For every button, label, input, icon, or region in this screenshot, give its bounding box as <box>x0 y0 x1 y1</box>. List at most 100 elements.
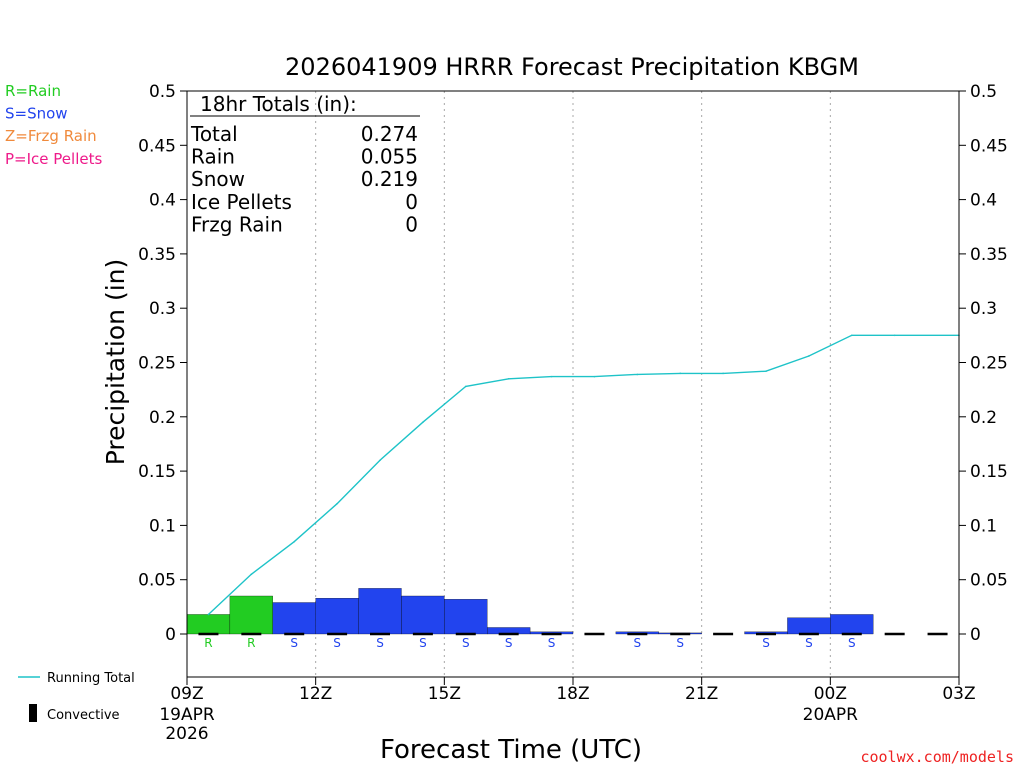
precip-type-code: S <box>848 636 856 650</box>
running-total-point <box>636 373 639 376</box>
series-legend: Running Total Convective <box>18 671 135 723</box>
y-tick-label-right: 0.25 <box>970 354 1008 374</box>
running-total-point <box>593 375 596 378</box>
y-tick-label-right: 0.3 <box>970 299 997 319</box>
precip-bar <box>272 602 316 635</box>
y-tick-label-left: 0.05 <box>138 571 176 591</box>
y-tick-label-left: 0.2 <box>149 408 176 428</box>
type-legend-entry: R=Rain <box>5 82 61 100</box>
precip-type-code: S <box>462 636 470 650</box>
x-tick-label: 12Z <box>299 684 332 704</box>
running-total-point <box>379 459 381 462</box>
y-axis-label: Precipitation (in) <box>101 259 130 466</box>
totals-row-label: Total <box>190 122 238 146</box>
y-tick-label-right: 0.1 <box>970 516 997 536</box>
x-tick-label: 18Z <box>556 684 589 704</box>
x-axis-label: Forecast Time (UTC) <box>380 735 642 765</box>
totals-row-label: Ice Pellets <box>191 190 292 214</box>
running-total-line <box>207 334 959 616</box>
running-total-point <box>850 334 853 337</box>
type-legend-entry: S=Snow <box>5 105 68 123</box>
totals-rows: Total 0.274 Rain 0.055 Snow 0.219 Ice Pellets 0… <box>190 122 418 236</box>
y-tick-label-right: 0.05 <box>970 571 1008 591</box>
x-tick-label: 09Z <box>170 684 203 704</box>
convective-swatch <box>29 704 37 722</box>
y-tick-label-left: 0.4 <box>149 191 176 211</box>
running-total-point <box>507 377 510 380</box>
running-total-point <box>336 502 338 505</box>
totals-header: 18hr Totals (in): <box>200 92 357 116</box>
totals-row-value: 0.055 <box>361 145 418 169</box>
running-total-point <box>808 355 810 357</box>
x-tick-date: 20APR <box>803 705 859 725</box>
x-tick-label: 00Z <box>814 684 847 704</box>
precip-type-code: S <box>376 636 384 650</box>
totals-row-label: Rain <box>191 145 235 169</box>
y-tick-label-right: 0.45 <box>970 136 1008 156</box>
precip-bars <box>186 588 874 635</box>
x-tick-label: 21Z <box>685 684 718 704</box>
y-tick-label-left: 0.45 <box>138 136 176 156</box>
running-total-point <box>207 613 210 616</box>
precip-bar <box>401 595 445 635</box>
precip-type-code: S <box>290 636 298 650</box>
type-legend-entry: Z=Frzg Rain <box>5 127 97 145</box>
totals-row-label: Snow <box>191 167 245 191</box>
x-tick-year: 2026 <box>165 724 208 744</box>
precip-bar <box>186 614 231 635</box>
convective-legend-label: Convective <box>47 708 120 723</box>
totals-row-value: 0 <box>405 190 418 214</box>
y-tick-label-right: 0.4 <box>970 191 997 211</box>
running-total-point <box>464 385 467 388</box>
precip-type-code: S <box>676 636 684 650</box>
precip-type-code: S <box>762 636 770 650</box>
precip-bar <box>358 588 402 635</box>
type-legend: R=Rain S=Snow Z=Frzg Rain P=Ice Pellets <box>5 82 102 168</box>
totals-row-value: 0 <box>405 212 418 236</box>
y-tick-label-right: 0.15 <box>970 462 1008 482</box>
y-tick-label-right: 0 <box>970 625 981 645</box>
precip-bar <box>444 599 488 635</box>
running-total-point <box>893 334 896 337</box>
y-axis-ticks: 0 00.05 0.050.1 0.10.15 0.150.2 0.20.25 0.250.… <box>138 82 1008 645</box>
running-total-point <box>550 375 553 378</box>
y-tick-label-left: 0 <box>165 625 176 645</box>
totals-row-label: Frzg Rain <box>191 212 283 236</box>
x-tick-date: 19APR <box>159 705 215 725</box>
y-tick-label-left: 0.35 <box>138 245 176 265</box>
gridlines <box>315 91 831 677</box>
y-tick-label-left: 0.3 <box>149 299 176 319</box>
precip-bar <box>787 617 831 635</box>
precip-type-code: S <box>805 636 813 650</box>
running-total-point <box>722 372 724 375</box>
running-total-series <box>207 334 960 616</box>
totals-table: 18hr Totals (in): Total 0.274 Rain 0.055 Sno… <box>190 92 420 236</box>
precip-bar <box>229 595 273 635</box>
y-tick-label-left: 0.25 <box>138 354 176 374</box>
y-tick-label-right: 0.5 <box>970 82 997 102</box>
y-tick-label-right: 0.35 <box>970 245 1008 265</box>
running-total-point <box>293 540 296 543</box>
precip-type-code: R <box>204 636 212 650</box>
precip-type-code: R <box>247 636 255 650</box>
y-tick-label-left: 0.1 <box>149 516 176 536</box>
precip-type-code: S <box>505 636 513 650</box>
running-total-point <box>250 573 253 576</box>
credit-text: coolwx.com/models <box>860 748 1014 766</box>
running-total-point <box>765 370 767 372</box>
y-tick-label-left: 0.5 <box>149 82 176 102</box>
precip-type-code: S <box>419 636 427 650</box>
x-tick-label: 03Z <box>942 684 975 704</box>
chart-title: 2026041909 HRRR Forecast Precipitation K… <box>285 53 859 81</box>
running-total-point <box>679 372 682 375</box>
totals-row-value: 0.274 <box>361 122 418 146</box>
precip-bar <box>830 614 874 635</box>
precip-bar <box>315 598 359 635</box>
precip-type-code: S <box>333 636 341 650</box>
precip-type-code: S <box>548 636 556 650</box>
y-tick-label-left: 0.15 <box>138 462 176 482</box>
running-total-legend-label: Running Total <box>47 671 135 686</box>
